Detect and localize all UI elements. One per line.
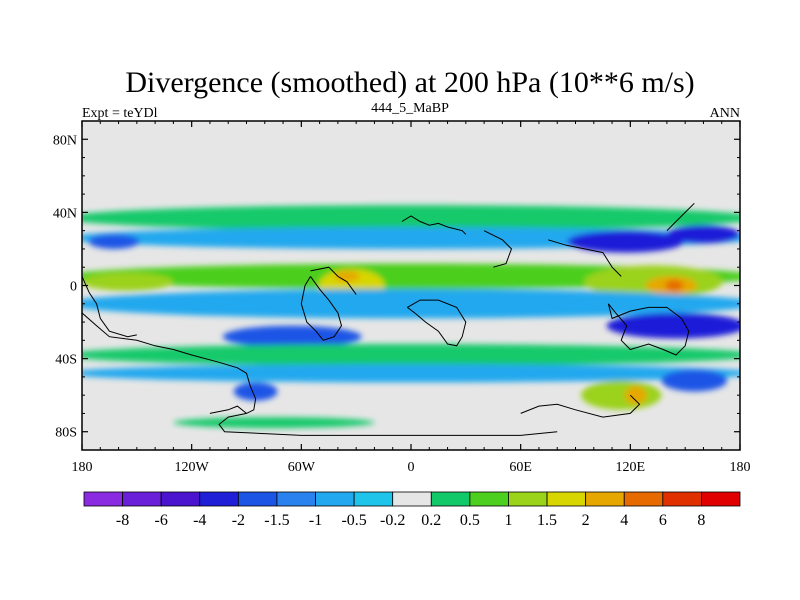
colorbar-label: 2 — [582, 512, 590, 529]
coastline-10 — [666, 202, 695, 232]
expt-label: Expt = teYDl — [82, 106, 158, 121]
colorbar-swatch — [83, 491, 123, 507]
colorbar-swatch — [237, 491, 278, 507]
field-band-11 — [665, 280, 684, 291]
y-tick-label: 40N — [53, 206, 77, 221]
field-band-12 — [82, 289, 740, 319]
colorbar-swatch — [430, 491, 471, 507]
colorbar-label: 0.2 — [421, 512, 441, 529]
field-band-8 — [334, 270, 360, 282]
field-band-16 — [82, 364, 740, 383]
colorbar-label: 0.5 — [460, 512, 480, 529]
y-tick-label: 80S — [55, 426, 77, 441]
x-tick-label: 60E — [509, 460, 532, 475]
coastline-8 — [607, 303, 690, 356]
field-band-13 — [606, 312, 740, 339]
colorbar-swatch — [276, 491, 316, 507]
coastline-11 — [209, 405, 247, 414]
colorbar-label: -4 — [193, 512, 206, 529]
field-band-6 — [82, 272, 174, 291]
colorbar-label: -8 — [116, 512, 129, 529]
colorbar-label: 8 — [697, 512, 705, 529]
colorbar-swatch — [662, 491, 702, 507]
chart-title: Divergence (smoothed) at 200 hPa (10**6 … — [125, 66, 694, 99]
coastline-3 — [310, 266, 357, 295]
coastline-6 — [483, 230, 513, 268]
field-band-2 — [88, 234, 140, 249]
x-tick-label: 120E — [616, 460, 646, 475]
colorbar-label: -0.2 — [380, 512, 405, 529]
y-tick-label: 80N — [53, 133, 77, 148]
case-label: 444_5_MaBP — [371, 101, 449, 116]
x-axis: 180 120W 60W 0 60E 120E 180 — [72, 121, 751, 475]
x-tick-label: 120W — [175, 460, 210, 475]
coastlines — [82, 202, 695, 436]
colorbar-swatch — [122, 491, 162, 507]
colorbar-swatch — [508, 491, 548, 507]
x-tick-label: 0 — [408, 460, 415, 475]
colorbar-label: 1.5 — [537, 512, 557, 529]
x-tick-label: 60W — [288, 460, 316, 475]
colorbar-swatch — [701, 491, 741, 507]
coastline-0 — [82, 312, 558, 436]
coastline-7 — [547, 239, 622, 277]
y-axis: 80N 40N 0 40S 80S — [53, 133, 740, 441]
coastline-2 — [300, 276, 343, 341]
field-band-0 — [82, 205, 740, 231]
colorbar-swatch — [199, 491, 239, 507]
field-band-17 — [580, 380, 662, 410]
colorbar-swatch — [160, 491, 201, 507]
coastline-9 — [520, 394, 641, 418]
field-band-20 — [233, 382, 278, 401]
field-band-5 — [82, 263, 740, 290]
field-band-21 — [173, 417, 375, 429]
colorbar-swatch — [353, 491, 394, 507]
coastline-5 — [407, 299, 467, 347]
field-band-15 — [82, 343, 740, 366]
colorbar-swatch — [546, 491, 587, 507]
field-band-4 — [666, 225, 740, 244]
colorbar-label: -0.5 — [341, 512, 366, 529]
colorbar-label: 4 — [620, 512, 628, 529]
colorbar-label: -6 — [155, 512, 168, 529]
coastline-1 — [82, 276, 137, 338]
coastline-4 — [401, 215, 467, 235]
field-band-14 — [222, 325, 362, 348]
colorbar-label: -2 — [232, 512, 245, 529]
field-band-19 — [661, 369, 728, 392]
y-tick-label: 0 — [70, 280, 77, 295]
x-tick-label: 180 — [730, 460, 751, 475]
colorbar-label: -1 — [309, 512, 322, 529]
field-band-18 — [624, 386, 647, 405]
colorbar-swatch — [315, 491, 355, 507]
colorbar-swatch — [585, 491, 625, 507]
colorbar-swatch — [469, 491, 509, 507]
colorbar-swatch — [392, 491, 432, 507]
y-tick-label: 40S — [55, 353, 77, 368]
colorbar-label: -1.5 — [264, 512, 289, 529]
colorbar-label: 1 — [504, 512, 512, 529]
x-tick-label: 180 — [72, 460, 93, 475]
colorbar-label: 6 — [659, 512, 667, 529]
divergence-field — [82, 205, 740, 429]
colorbar-swatch — [623, 491, 664, 507]
field-band-3 — [567, 230, 685, 253]
map-panel — [81, 120, 741, 451]
colorbar: -8 -6 -4 -2 -1.5 -1 -0.5 -0.2 0.2 0.5 1 1.5 2 4 6 8 — [83, 491, 741, 529]
season-label: ANN — [710, 106, 740, 121]
